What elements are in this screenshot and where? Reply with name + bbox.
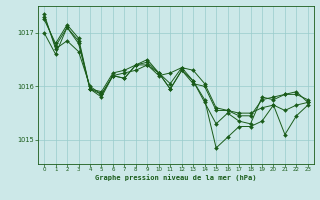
- X-axis label: Graphe pression niveau de la mer (hPa): Graphe pression niveau de la mer (hPa): [95, 175, 257, 181]
